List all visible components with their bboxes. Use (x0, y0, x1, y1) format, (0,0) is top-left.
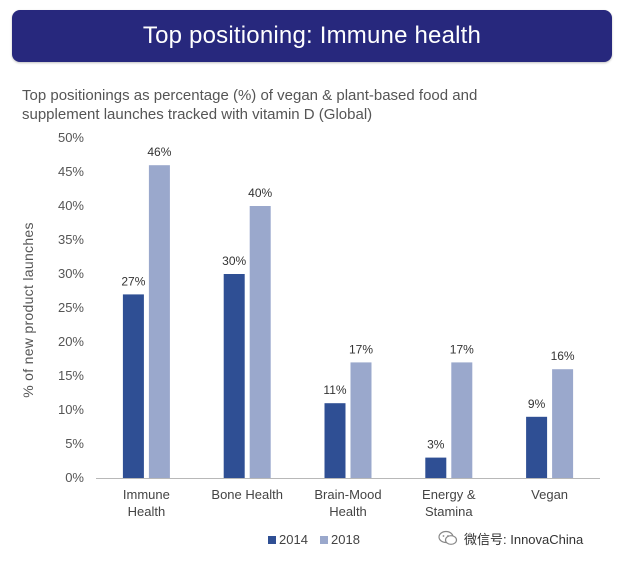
bar-2018 (552, 369, 574, 478)
title-banner: Top positioning: Immune health (12, 10, 612, 62)
bar-2018 (249, 206, 271, 478)
bar-2014 (223, 274, 245, 478)
watermark: 微信号: InnovaChina (438, 528, 583, 548)
legend-swatch-2014 (268, 536, 276, 544)
wechat-icon (438, 530, 458, 545)
data-label: 40% (248, 186, 272, 200)
legend-label-2014: 2014 (279, 532, 308, 547)
y-tick-label: 0% (65, 470, 84, 485)
watermark-text: 微信号: InnovaChina (464, 531, 584, 547)
data-label: 3% (427, 438, 445, 452)
y-tick-label: 40% (58, 198, 84, 213)
data-label: 11% (323, 383, 346, 397)
data-label: 9% (528, 397, 546, 411)
y-tick-label: 25% (58, 300, 84, 315)
x-category-label: Bone Health (211, 487, 283, 502)
x-category-label: Immune (123, 487, 170, 502)
data-label: 27% (121, 274, 145, 288)
bar-2014 (324, 403, 346, 478)
y-tick-label: 10% (58, 402, 84, 417)
chart-subtitle: Top positionings as percentage (%) of ve… (22, 86, 602, 124)
bar-2018 (148, 165, 170, 478)
data-label: 46% (147, 145, 171, 159)
bar-2018 (451, 362, 473, 478)
data-label: 30% (222, 254, 246, 268)
y-tick-label: 5% (65, 436, 84, 451)
x-category-label: Health (329, 504, 367, 519)
data-label: 17% (450, 342, 474, 356)
y-tick-label: 50% (58, 130, 84, 145)
data-label: 17% (349, 342, 373, 356)
x-category-label: Vegan (531, 487, 568, 502)
subtitle-line-1: Top positionings as percentage (%) of ve… (22, 87, 478, 104)
y-axis-label: % of new product launches (20, 222, 36, 398)
bar-2018 (350, 362, 372, 478)
y-tick-label: 35% (58, 232, 84, 247)
x-category-label: Energy & (422, 487, 476, 502)
data-label: 16% (551, 349, 575, 363)
x-category-label: Health (128, 504, 166, 519)
x-category-label: Brain-Mood (314, 487, 381, 502)
bar-2014 (122, 294, 144, 478)
y-tick-label: 30% (58, 266, 84, 281)
chart-title: Top positioning: Immune health (142, 22, 482, 49)
legend-swatch-2018 (320, 536, 328, 544)
y-tick-label: 45% (58, 164, 84, 179)
y-tick-label: 15% (58, 368, 84, 383)
bar-2014 (425, 457, 447, 478)
y-tick-label: 20% (58, 334, 84, 349)
x-category-label: Stamina (425, 504, 473, 519)
subtitle-line-2: supplement launches tracked with vitamin… (22, 106, 373, 123)
legend-label-2018: 2018 (331, 532, 360, 547)
bar-2014 (526, 416, 548, 478)
